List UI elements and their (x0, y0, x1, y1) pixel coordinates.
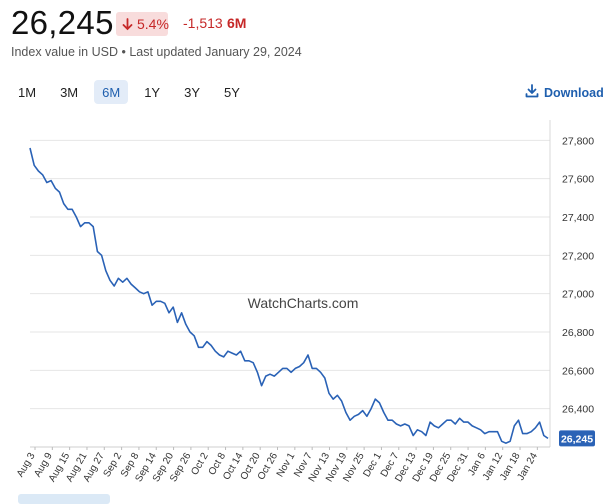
range-tab-3y[interactable]: 3Y (184, 84, 200, 100)
download-button[interactable]: Download (525, 84, 604, 101)
last-value-label: 26,245 (561, 433, 593, 445)
index-value: 26,245 (11, 4, 114, 41)
y-tick-label: 27,400 (562, 212, 594, 224)
range-tab-3m[interactable]: 3M (60, 84, 79, 100)
y-tick-label: 26,400 (562, 404, 594, 416)
change-percent-text: 5.4% (137, 16, 169, 32)
range-tab-1y[interactable]: 1Y (144, 84, 161, 100)
last-value-badge (559, 430, 595, 447)
arrow-down-icon (122, 17, 133, 31)
subtitle: Index value in USD • Last updated Januar… (11, 45, 302, 59)
change-absolute: -1,513 (183, 15, 223, 31)
y-tick-label: 27,200 (562, 250, 594, 262)
bottom-tab[interactable] (18, 494, 110, 504)
range-tab-6m[interactable]: 6M (94, 80, 129, 104)
y-tick-label: 27,600 (562, 174, 594, 186)
series-line (29, 147, 549, 444)
range-tab-1m[interactable]: 1M (18, 84, 37, 100)
range-tabs: 1M 3M 6M 1Y 3Y 5Y (10, 80, 256, 104)
y-tick-label: 27,800 (562, 135, 594, 147)
y-tick-label: 26,800 (562, 327, 594, 339)
watermark: WatchCharts.com (248, 295, 359, 311)
change-period: 6M (227, 15, 247, 31)
download-icon (525, 84, 544, 101)
y-tick-label: 26,600 (562, 365, 594, 377)
y-tick-label: 27,000 (562, 289, 594, 301)
range-tab-5y[interactable]: 5Y (224, 84, 240, 100)
download-label: Download (544, 85, 604, 100)
change-percent-badge: 5.4% (116, 12, 169, 36)
